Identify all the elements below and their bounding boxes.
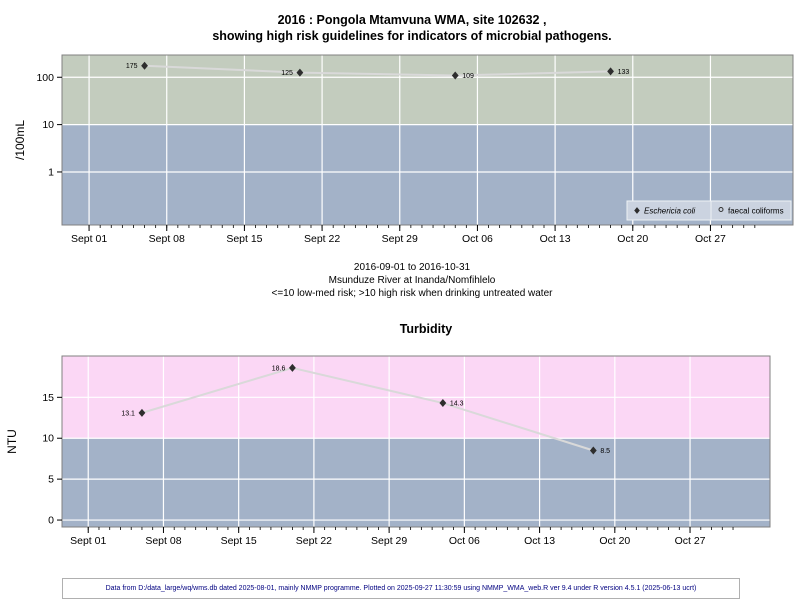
y-axis-tick-label: 1	[48, 166, 54, 178]
x-axis-tick-label: Oct 06	[462, 233, 493, 245]
x-axis-tick-label: Oct 20	[617, 233, 648, 245]
y-axis-title: /100mL	[13, 120, 27, 160]
series-line	[144, 64, 611, 77]
footer-note-text: Data from D:/data_large/wq/wms.db dated …	[105, 585, 697, 592]
x-axis-tick-label: Sept 29	[382, 233, 418, 245]
main-title: 2016 : Pongola Mtamvuna WMA, site 102632…	[0, 12, 800, 44]
series-line	[141, 366, 594, 452]
x-axis-tick-label: Oct 13	[524, 535, 555, 547]
x-axis-tick-label: Sept 01	[71, 233, 107, 245]
low-risk-zone	[62, 438, 770, 527]
x-axis-tick-label: Oct 06	[449, 535, 480, 547]
y-axis-tick-label: 100	[36, 72, 54, 84]
data-point-label: 133	[618, 69, 630, 76]
y-axis-tick-label: 5	[48, 474, 54, 486]
legend-open-circle-marker	[718, 207, 724, 212]
y-axis-title: NTU	[5, 429, 19, 454]
data-point-label: 175	[126, 63, 138, 70]
x-axis-tick-label: Sept 08	[145, 535, 181, 547]
caption-risk-note: <=10 low-med risk; >10 high risk when dr…	[271, 288, 553, 299]
data-point-label: 125	[281, 70, 293, 77]
footer-note-box: Data from D:/data_large/wq/wms.db dated …	[62, 578, 740, 599]
data-point-marker	[289, 363, 296, 372]
data-point-marker	[451, 71, 459, 80]
data-point-label: 14.3	[450, 401, 464, 408]
data-point-label: 18.6	[272, 365, 286, 372]
data-point-marker	[589, 446, 597, 455]
y-axis-tick-label: 15	[42, 392, 54, 404]
main-title-line2: showing high risk guidelines for indicat…	[212, 29, 612, 43]
x-axis-tick-label: Sept 01	[70, 535, 106, 547]
x-axis-tick-label: Oct 27	[675, 535, 706, 547]
main-title-line1: 2016 : Pongola Mtamvuna WMA, site 102632…	[277, 13, 547, 27]
data-point-marker	[138, 408, 146, 417]
legend-label: Eschericia coli	[644, 207, 695, 216]
x-axis-tick-label: Oct 13	[540, 233, 571, 245]
data-point-marker	[607, 67, 614, 76]
caption-date-range: 2016-09-01 to 2016-10-31	[353, 262, 471, 273]
x-axis-tick-label: Sept 15	[226, 233, 262, 245]
x-axis-tick-label: Oct 20	[599, 535, 630, 547]
turbidity-chart: 13.1 18.6 14.3 8.5 0 5 10 15 Sept 01 Sept 08 Sept …	[5, 355, 771, 547]
high-risk-zone	[62, 55, 793, 125]
y-axis-tick-label: 10	[42, 433, 54, 445]
data-point-label: 109	[462, 73, 474, 80]
x-axis-tick-label: Sept 29	[371, 535, 407, 547]
data-point-marker	[296, 68, 304, 77]
data-point-marker	[141, 61, 148, 70]
legend-label: faecal coliforms	[728, 207, 784, 216]
x-axis-tick-label: Sept 08	[149, 233, 185, 245]
plot-border	[61, 54, 794, 226]
plot-border	[61, 355, 771, 528]
x-axis-tick-label: Sept 22	[296, 535, 332, 547]
data-point-label: 8.5	[600, 448, 610, 455]
microbial-pathogens-chart: 175 125 109 133 1 10 100 Sept 01 Sept 08 Sept 15 S…	[13, 54, 794, 245]
legend-filled-diamond-marker	[634, 207, 640, 214]
caption-site-name: Msunduze River at Inanda/Nomfihlelo	[328, 275, 496, 286]
legend-box	[626, 200, 712, 221]
x-axis-tick-label: Oct 27	[695, 233, 726, 245]
x-axis-tick-label: Sept 22	[304, 233, 340, 245]
y-axis-tick-label: 10	[42, 119, 54, 131]
y-axis-tick-label: 0	[48, 515, 54, 527]
data-point-label: 13.1	[121, 410, 135, 417]
data-point-marker	[439, 399, 447, 408]
turbidity-chart-title: Turbidity	[399, 322, 453, 336]
x-axis-tick-label: Sept 15	[221, 535, 257, 547]
chart1-caption: 2016-09-01 to 2016-10-31 Msunduze River …	[12, 261, 800, 300]
